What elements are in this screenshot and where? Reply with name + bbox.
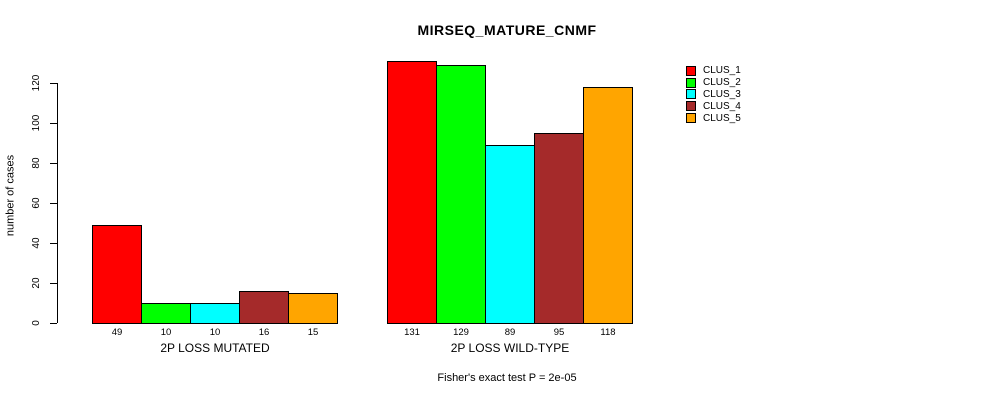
bar-value-label: 15 <box>307 327 319 338</box>
legend-item: CLUS_2 <box>686 77 741 89</box>
bar <box>485 145 535 324</box>
bar <box>141 303 191 324</box>
bar <box>387 61 437 324</box>
y-axis-tick-label: 80 <box>31 157 42 169</box>
x-axis-group-label: 2P LOSS MUTATED <box>160 341 270 355</box>
y-axis-line <box>57 83 58 323</box>
legend-swatch <box>686 113 696 124</box>
bar-value-label: 89 <box>504 327 516 338</box>
bar <box>239 291 289 324</box>
bar-value-label: 49 <box>111 327 123 338</box>
legend-item: CLUS_5 <box>686 112 741 124</box>
bar-value-label: 10 <box>160 327 172 338</box>
legend-swatch <box>686 89 696 100</box>
legend-label: CLUS_5 <box>703 112 741 124</box>
legend-item: CLUS_3 <box>686 89 741 101</box>
chart-title: MIRSEQ_MATURE_CNMF <box>417 22 597 38</box>
legend-label: CLUS_4 <box>703 100 741 112</box>
y-axis-tick <box>50 283 57 284</box>
y-axis-tick-label: 60 <box>31 197 42 209</box>
y-axis-tick <box>50 203 57 204</box>
y-axis-tick-label: 20 <box>31 277 42 289</box>
legend-item: CLUS_4 <box>686 100 741 112</box>
legend-swatch <box>686 77 696 88</box>
bar <box>288 293 338 324</box>
y-axis-tick <box>50 83 57 84</box>
bar <box>436 65 486 324</box>
y-axis-label: number of cases <box>4 154 17 237</box>
bar-value-label: 118 <box>600 327 616 338</box>
y-axis-tick-label: 120 <box>31 74 42 92</box>
bar <box>190 303 240 324</box>
bar-value-label: 129 <box>453 327 469 338</box>
y-axis-tick <box>50 243 57 244</box>
y-axis-tick <box>50 323 57 324</box>
legend-label: CLUS_1 <box>703 65 741 77</box>
bar <box>583 87 633 324</box>
legend-label: CLUS_3 <box>703 88 741 100</box>
y-axis-tick-label: 40 <box>31 237 42 249</box>
bar <box>534 133 584 324</box>
y-axis-tick <box>50 163 57 164</box>
legend-label: CLUS_2 <box>703 77 741 89</box>
legend: CLUS_1 CLUS_2 CLUS_3 CLUS_4 CLUS_5 <box>686 65 741 124</box>
bar-value-label: 10 <box>209 327 221 338</box>
y-axis-tick <box>50 123 57 124</box>
y-axis-tick-label: 100 <box>31 114 42 132</box>
bar <box>92 225 142 324</box>
x-axis-group-label: 2P LOSS WILD-TYPE <box>450 341 570 355</box>
bar-value-label: 95 <box>553 327 565 338</box>
legend-swatch <box>686 101 696 112</box>
bar-value-label: 131 <box>404 327 420 338</box>
legend-item: CLUS_1 <box>686 65 741 77</box>
y-axis-tick-label: 0 <box>31 320 42 326</box>
legend-swatch <box>686 65 696 76</box>
bar-value-label: 16 <box>258 327 270 338</box>
annotation-text: Fisher's exact test P = 2e-05 <box>437 372 577 384</box>
